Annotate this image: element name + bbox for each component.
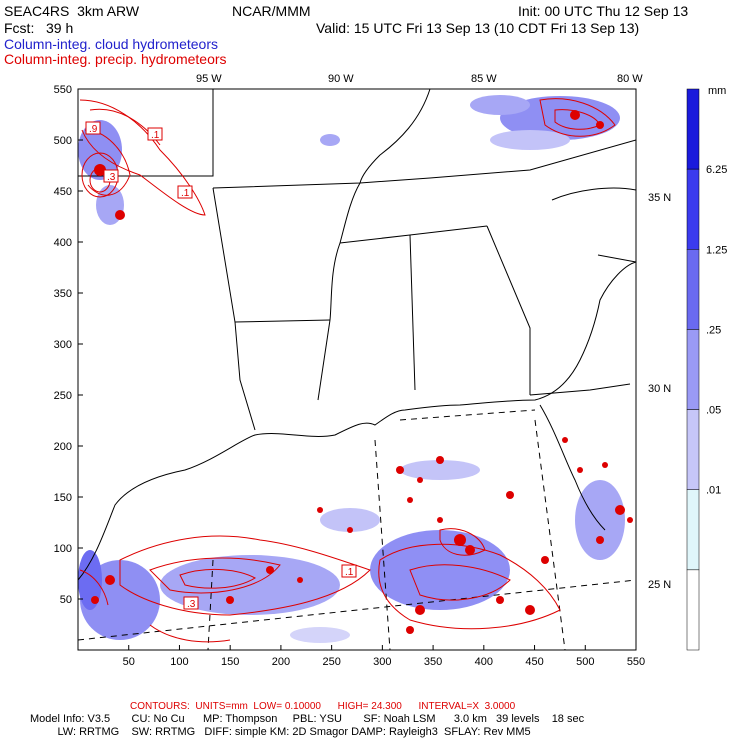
- colorbar: mm 6.25 1.25 .25 .05 .01: [686, 85, 727, 651]
- coastline: [77, 261, 637, 581]
- latitude-labels: 35 N 30 N 25 N: [648, 192, 671, 591]
- cloud-field-title: Column-integ. cloud hydrometeors: [4, 36, 218, 52]
- x-tick-label: 150: [221, 656, 239, 668]
- y-tick-label: 150: [54, 492, 72, 504]
- lat-label: 25 N: [648, 579, 671, 591]
- contour-label: .1: [345, 567, 354, 578]
- x-tick-label: 200: [272, 656, 290, 668]
- x-tick-label: 500: [576, 656, 594, 668]
- y-tick-label: 350: [54, 288, 72, 300]
- map-frame: [77, 88, 637, 651]
- contour-info: CONTOURS: UNITS=mm LOW= 0.10000 HIGH= 24…: [130, 701, 516, 712]
- contour-label: .3: [107, 172, 116, 183]
- colorbar-swatch: [686, 329, 700, 410]
- y-tick-label: 200: [54, 441, 72, 453]
- x-tick-label: 300: [373, 656, 391, 668]
- y-tick-label: 300: [54, 339, 72, 351]
- lon-label: 95 W: [196, 73, 222, 85]
- colorbar-swatch: [686, 88, 700, 170]
- colorbar-swatch: [686, 489, 700, 571]
- axis-ticks: 50 100 150 200 250 300 350 400 450 500 550 50 100 150…: [54, 84, 646, 668]
- y-tick-label: 50: [60, 594, 72, 606]
- contour-label: .1: [181, 188, 190, 199]
- contour-label: .3: [187, 599, 196, 610]
- colorbar-label: 1.25: [706, 244, 727, 256]
- lon-label: 85 W: [471, 73, 497, 85]
- y-tick-label: 400: [54, 237, 72, 249]
- colorbar-swatch: [686, 569, 700, 651]
- y-tick-label: 500: [54, 135, 72, 147]
- init-time: Init: 00 UTC Thu 12 Sep 13: [518, 3, 689, 19]
- state-boundaries: [78, 88, 637, 431]
- x-tick-label: 250: [322, 656, 340, 668]
- y-tick-label: 450: [54, 186, 72, 198]
- valid-time: Valid: 15 UTC Fri 13 Sep 13 (10 CDT Fri …: [316, 20, 640, 36]
- lat-label: 30 N: [648, 383, 671, 395]
- colorbar-label: .05: [706, 405, 721, 417]
- model-title: SEAC4RS 3km ARW: [4, 3, 140, 19]
- x-tick-label: 350: [424, 656, 442, 668]
- latlon-grid: [77, 409, 637, 651]
- x-tick-label: 550: [627, 656, 645, 668]
- contour-label: .1: [151, 130, 160, 141]
- x-tick-label: 400: [475, 656, 493, 668]
- lat-label: 35 N: [648, 192, 671, 204]
- precip-contours: [79, 98, 616, 643]
- x-tick-label: 450: [525, 656, 543, 668]
- colorbar-label: .25: [706, 324, 721, 336]
- longitude-labels: 95 W 90 W 85 W 80 W: [196, 73, 643, 85]
- forecast-hour: Fcst: 39 h: [4, 20, 74, 36]
- x-tick-label: 100: [170, 656, 188, 668]
- colorbar-swatch: [686, 409, 700, 490]
- colorbar-swatch: [686, 249, 700, 330]
- x-tick-label: 50: [123, 656, 135, 668]
- model-info-line2: LW: RRTMG SW: RRTMG DIFF: simple KM: 2D …: [30, 726, 531, 738]
- forecast-map: .9 .3 .1 .1 .3 .1 50 100 150 200 250 300 350 40…: [54, 73, 728, 668]
- precip-cells: [91, 110, 633, 634]
- colorbar-swatch: [686, 168, 700, 250]
- organization-label: NCAR/MMM: [232, 3, 311, 19]
- contour-labels: .9 .3 .1 .1 .3 .1: [85, 121, 357, 610]
- precip-field-title: Column-integ. precip. hydrometeors: [4, 51, 227, 67]
- lon-label: 90 W: [328, 73, 354, 85]
- colorbar-unit: mm: [708, 85, 726, 97]
- colorbar-label: .01: [706, 485, 721, 497]
- contour-label: .9: [89, 124, 98, 135]
- y-tick-label: 250: [54, 390, 72, 402]
- y-tick-label: 100: [54, 543, 72, 555]
- model-info-line1: Model Info: V3.5 CU: No Cu MP: Thompson …: [30, 713, 585, 725]
- y-tick-label: 550: [54, 84, 72, 96]
- lon-label: 80 W: [617, 73, 643, 85]
- colorbar-label: 6.25: [706, 164, 727, 176]
